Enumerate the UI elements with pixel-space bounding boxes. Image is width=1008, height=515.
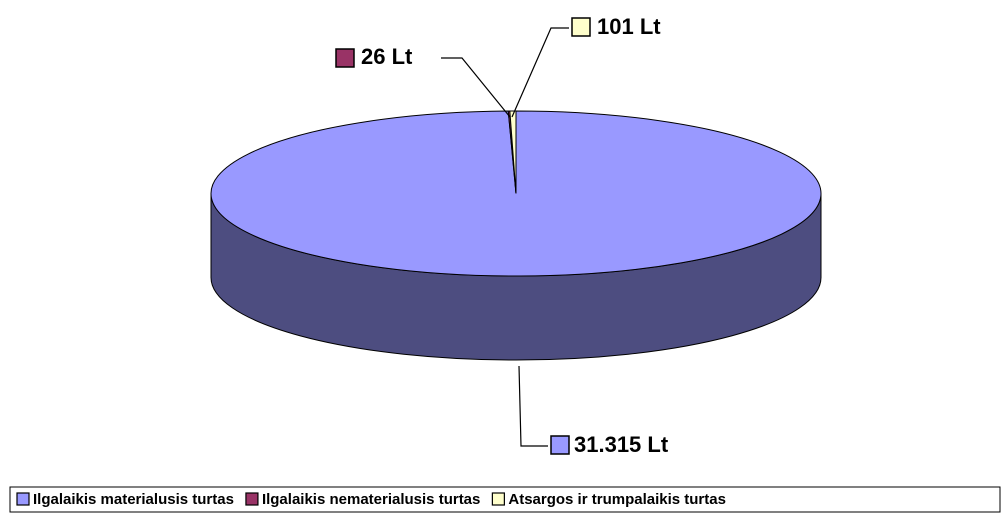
data-label: 26 Lt bbox=[361, 44, 413, 69]
legend-label: Atsargos ir trumpalaikis turtas bbox=[508, 491, 726, 508]
legend-label: Ilgalaikis materialusis turtas bbox=[33, 491, 234, 508]
legend-marker bbox=[245, 492, 259, 506]
legend-marker bbox=[491, 492, 505, 506]
pie-slice bbox=[509, 110, 517, 194]
legend-marker bbox=[16, 492, 30, 506]
leader-line bbox=[518, 365, 548, 447]
label-marker bbox=[335, 48, 355, 68]
label-marker bbox=[550, 435, 570, 455]
data-label: 101 Lt bbox=[597, 14, 661, 39]
label-marker bbox=[571, 17, 591, 37]
legend-box bbox=[9, 486, 1001, 513]
legend-label: Ilgalaikis nematerialusis turtas bbox=[262, 491, 480, 508]
data-label: 31.315 Lt bbox=[574, 432, 669, 457]
leader-line bbox=[441, 57, 511, 118]
leader-line bbox=[511, 27, 569, 118]
